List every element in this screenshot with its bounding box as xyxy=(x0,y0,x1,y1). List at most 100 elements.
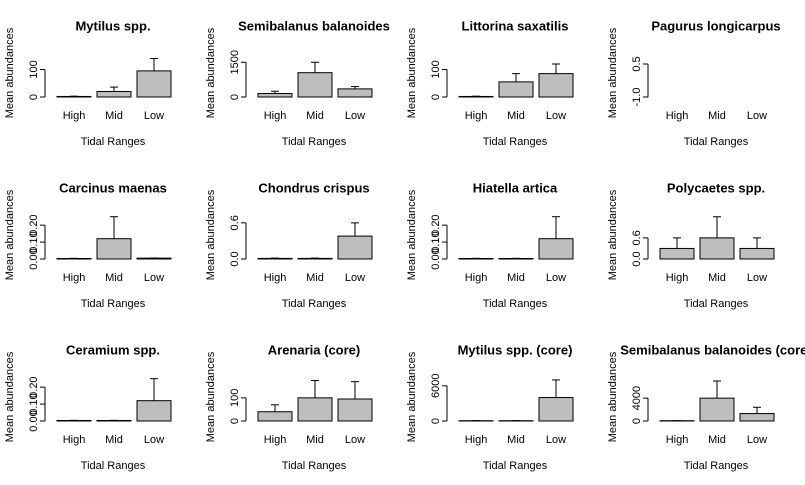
x-tick-label: Low xyxy=(747,272,767,284)
y-axis-label: Mean abundances xyxy=(406,351,418,442)
error-bar xyxy=(271,404,279,412)
x-axis-label: Tidal Ranges xyxy=(684,298,749,310)
x-tick-label: Low xyxy=(144,434,164,446)
panel: Semibalanus balanoides Tidal Ranges Mean a… xyxy=(205,18,390,147)
chart-title: Littorina saxatilis xyxy=(462,18,569,33)
y-tick-label: 0.20 xyxy=(28,214,40,235)
x-tick-label: High xyxy=(666,110,689,122)
x-tick-label: Mid xyxy=(105,434,123,446)
x-tick-label: Mid xyxy=(105,272,123,284)
x-axis-label: Tidal Ranges xyxy=(282,136,347,148)
y-tick-label: 0.6 xyxy=(631,230,643,245)
y-axis-label: Mean abundances xyxy=(205,27,217,118)
bar xyxy=(538,73,574,98)
y-tick-label: 100 xyxy=(28,60,40,78)
bar xyxy=(498,81,534,98)
x-axis-label: Tidal Ranges xyxy=(282,460,347,472)
panel: Polycaetes spp. Tidal Ranges Mean abundanc… xyxy=(607,180,775,310)
chart-title: Mytilus spp. xyxy=(75,18,150,33)
y-axis-label: Mean abundances xyxy=(607,189,619,280)
y-tick-label: 0.20 xyxy=(28,376,40,397)
error-bar xyxy=(311,61,319,73)
x-tick-label: Low xyxy=(546,110,566,122)
chart-title: Polycaetes spp. xyxy=(667,180,765,195)
y-tick-label: 100 xyxy=(229,389,241,407)
bar xyxy=(257,93,293,98)
x-tick-label: Low xyxy=(546,272,566,284)
y-tick-label: 0.00 xyxy=(430,248,442,269)
x-tick-label: High xyxy=(63,434,86,446)
error-bar xyxy=(311,379,319,398)
bar xyxy=(257,411,293,422)
x-tick-label: High xyxy=(264,272,287,284)
x-axis-label: Tidal Ranges xyxy=(81,136,146,148)
y-tick-label: 0 xyxy=(28,94,40,100)
error-bar xyxy=(713,380,721,399)
x-tick-label: Mid xyxy=(507,272,525,284)
panel: Chondrus crispus Tidal Ranges Mean abundan… xyxy=(205,180,373,310)
x-tick-label: Mid xyxy=(105,110,123,122)
error-bar xyxy=(753,237,761,249)
bar xyxy=(337,88,373,98)
x-tick-label: Mid xyxy=(306,434,324,446)
error-bar xyxy=(713,216,721,238)
bar xyxy=(739,247,775,260)
x-tick-label: Low xyxy=(345,272,365,284)
y-axis-label: Mean abundances xyxy=(205,351,217,442)
x-axis-label: Tidal Ranges xyxy=(483,298,548,310)
x-tick-label: Mid xyxy=(306,272,324,284)
y-tick-label: 0 xyxy=(430,94,442,100)
x-axis-label: Tidal Ranges xyxy=(684,460,749,472)
y-tick-label: 0.10 xyxy=(28,393,40,414)
panel: Ceramium spp. Tidal Ranges Mean abundances… xyxy=(4,342,172,472)
bar xyxy=(136,70,172,98)
chart-title: Pagurus longicarpus xyxy=(651,18,780,33)
error-bar xyxy=(753,406,761,414)
y-tick-label: 100 xyxy=(430,60,442,78)
x-tick-label: Low xyxy=(144,110,164,122)
chart-title: Carcinus maenas xyxy=(59,180,167,195)
x-tick-label: Low xyxy=(747,110,767,122)
x-tick-label: Low xyxy=(345,110,365,122)
x-tick-label: High xyxy=(666,434,689,446)
bar xyxy=(659,247,695,260)
chart-title: Ceramium spp. xyxy=(66,342,160,357)
panel: Hiatella artica Tidal Ranges Mean abundanc… xyxy=(406,180,574,310)
error-bar xyxy=(271,90,279,94)
error-bar xyxy=(150,378,158,401)
panel: Pagurus longicarpus Tidal Ranges Mean abun… xyxy=(607,18,781,147)
y-tick-label: 1500 xyxy=(229,50,241,74)
panel: Mytilus spp. (core) Tidal Ranges Mean abun… xyxy=(406,342,574,472)
y-tick-label: -1.0 xyxy=(631,88,643,107)
x-tick-label: High xyxy=(465,272,488,284)
y-tick-label: 0.10 xyxy=(430,231,442,252)
y-axis-label: Mean abundances xyxy=(4,189,16,280)
y-tick-label: 0.6 xyxy=(229,215,241,230)
x-tick-label: High xyxy=(63,110,86,122)
x-axis-label: Tidal Ranges xyxy=(81,460,146,472)
error-bar xyxy=(110,216,118,239)
error-bar xyxy=(110,86,118,92)
y-tick-label: 0.00 xyxy=(28,410,40,431)
x-tick-label: Mid xyxy=(507,110,525,122)
error-bar xyxy=(552,379,560,398)
chart-title: Hiatella artica xyxy=(473,180,558,195)
panel: Carcinus maenas Tidal Ranges Mean abundanc… xyxy=(4,180,172,310)
y-axis-label: Mean abundances xyxy=(406,27,418,118)
error-bar xyxy=(351,86,359,89)
error-bar xyxy=(351,381,359,399)
y-tick-label: 0.0 xyxy=(631,251,643,266)
y-tick-label: 0.00 xyxy=(28,248,40,269)
x-tick-label: Low xyxy=(747,434,767,446)
y-axis-label: Mean abundances xyxy=(406,189,418,280)
y-tick-label: 0.20 xyxy=(430,214,442,235)
bar xyxy=(739,413,775,422)
error-bar xyxy=(552,63,560,74)
error-bar xyxy=(673,237,681,249)
x-tick-label: High xyxy=(264,434,287,446)
y-tick-label: 0.10 xyxy=(28,231,40,252)
x-tick-label: Mid xyxy=(708,272,726,284)
y-axis-label: Mean abundances xyxy=(607,351,619,442)
y-axis-label: Mean abundances xyxy=(4,351,16,442)
